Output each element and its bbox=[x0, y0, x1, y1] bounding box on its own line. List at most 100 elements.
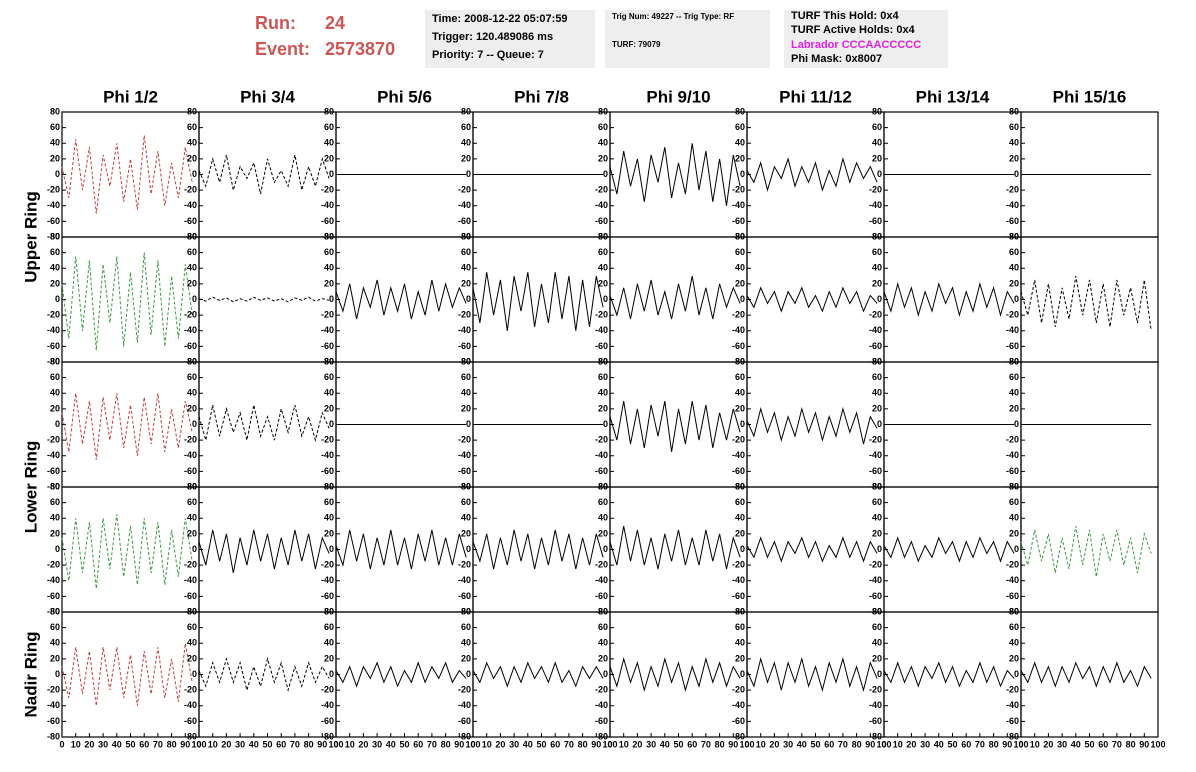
x-tick-label: 90 bbox=[180, 739, 190, 749]
y-tick-label: -40 bbox=[732, 325, 745, 335]
y-tick-label: 0 bbox=[603, 419, 608, 429]
y-tick-label: -60 bbox=[595, 466, 608, 476]
y-tick-label: 60 bbox=[735, 122, 745, 132]
panel-frame bbox=[198, 236, 337, 363]
y-tick-label: -40 bbox=[184, 450, 197, 460]
y-tick-label: -40 bbox=[732, 450, 745, 460]
y-tick-label: -60 bbox=[869, 466, 882, 476]
y-tick-label: -20 bbox=[595, 685, 608, 695]
y-tick-label: -40 bbox=[1006, 575, 1019, 585]
y-tick-label: 0 bbox=[55, 419, 60, 429]
y-tick-label: 80 bbox=[187, 356, 197, 366]
y-tick-label: -60 bbox=[321, 466, 334, 476]
waveform bbox=[198, 154, 330, 195]
y-tick-label: 40 bbox=[461, 388, 471, 398]
y-tick-label: 20 bbox=[598, 278, 608, 288]
y-tick-label: 0 bbox=[740, 169, 745, 179]
y-tick-label: 80 bbox=[1009, 231, 1019, 241]
x-tick-label: 0 bbox=[333, 739, 338, 749]
y-tick-label: 40 bbox=[1009, 388, 1019, 398]
y-tick-label: -60 bbox=[732, 466, 745, 476]
x-tick-label: 50 bbox=[536, 739, 546, 749]
y-tick-label: -40 bbox=[595, 325, 608, 335]
y-tick-label: 60 bbox=[324, 247, 334, 257]
x-tick-label: 10 bbox=[208, 739, 218, 749]
x-tick-label: 40 bbox=[249, 739, 259, 749]
y-tick-label: 40 bbox=[735, 638, 745, 648]
panel-frame bbox=[746, 486, 885, 613]
x-tick-label: 100 bbox=[1013, 739, 1028, 749]
y-tick-label: 60 bbox=[1009, 497, 1019, 507]
y-tick-label: 40 bbox=[1009, 513, 1019, 523]
column-title: Phi 5/6 bbox=[377, 87, 432, 106]
y-tick-label: 0 bbox=[466, 294, 471, 304]
y-tick-label: 0 bbox=[877, 544, 882, 554]
y-tick-label: -40 bbox=[321, 325, 334, 335]
x-tick-label: 70 bbox=[153, 739, 163, 749]
y-tick-label: 40 bbox=[187, 263, 197, 273]
y-tick-label: 80 bbox=[461, 606, 471, 616]
y-tick-label: 80 bbox=[324, 481, 334, 491]
y-tick-label: 40 bbox=[461, 263, 471, 273]
y-tick-label: -20 bbox=[869, 685, 882, 695]
y-tick-label: -80 bbox=[595, 606, 608, 616]
y-tick-label: -80 bbox=[732, 356, 745, 366]
x-tick-label: 90 bbox=[728, 739, 738, 749]
waveform bbox=[609, 401, 741, 452]
waveform bbox=[472, 272, 604, 331]
x-tick-label: 80 bbox=[304, 739, 314, 749]
y-tick-label: 20 bbox=[461, 278, 471, 288]
y-tick-label: -80 bbox=[869, 356, 882, 366]
y-tick-label: -40 bbox=[1006, 325, 1019, 335]
y-tick-label: 0 bbox=[1014, 544, 1019, 554]
y-tick-label: 60 bbox=[187, 497, 197, 507]
y-tick-label: 40 bbox=[187, 388, 197, 398]
y-tick-label: 40 bbox=[50, 638, 60, 648]
panel-frame bbox=[609, 111, 748, 238]
x-tick-label: 60 bbox=[276, 739, 286, 749]
y-tick-label: 40 bbox=[187, 638, 197, 648]
y-tick-label: 40 bbox=[324, 388, 334, 398]
y-tick-label: -80 bbox=[321, 481, 334, 491]
y-tick-label: 60 bbox=[735, 497, 745, 507]
x-tick-label: 100 bbox=[876, 739, 891, 749]
y-tick-label: -20 bbox=[869, 185, 882, 195]
x-tick-label: 60 bbox=[1098, 739, 1108, 749]
y-tick-label: -60 bbox=[47, 341, 60, 351]
x-tick-label: 70 bbox=[427, 739, 437, 749]
x-tick-label: 30 bbox=[920, 739, 930, 749]
y-tick-label: 20 bbox=[50, 153, 60, 163]
y-tick-label: 80 bbox=[50, 481, 60, 491]
panel-frame bbox=[609, 236, 748, 363]
waveform bbox=[1020, 276, 1152, 331]
x-tick-label: 10 bbox=[619, 739, 629, 749]
x-tick-label: 50 bbox=[399, 739, 409, 749]
waveform bbox=[61, 514, 193, 589]
y-tick-label: -80 bbox=[47, 606, 60, 616]
y-tick-label: -80 bbox=[1006, 731, 1019, 741]
waveform bbox=[335, 661, 467, 688]
x-tick-label: 40 bbox=[112, 739, 122, 749]
y-tick-label: -80 bbox=[732, 481, 745, 491]
y-tick-label: -80 bbox=[184, 731, 197, 741]
x-tick-label: 70 bbox=[838, 739, 848, 749]
y-tick-label: -20 bbox=[321, 560, 334, 570]
panel-frame bbox=[883, 236, 1022, 363]
y-tick-label: 40 bbox=[1009, 138, 1019, 148]
waveform bbox=[746, 157, 878, 193]
y-tick-label: -80 bbox=[184, 231, 197, 241]
y-tick-label: -40 bbox=[869, 575, 882, 585]
x-tick-label: 80 bbox=[715, 739, 725, 749]
x-tick-label: 90 bbox=[865, 739, 875, 749]
y-tick-label: 40 bbox=[598, 638, 608, 648]
panel-frame bbox=[335, 611, 474, 738]
y-tick-label: 0 bbox=[329, 544, 334, 554]
y-tick-label: 80 bbox=[461, 481, 471, 491]
turf: TURF: 79079 bbox=[612, 40, 661, 49]
x-tick-label: 30 bbox=[509, 739, 519, 749]
y-tick-label: -60 bbox=[595, 341, 608, 351]
y-tick-label: 40 bbox=[461, 513, 471, 523]
y-tick-label: 0 bbox=[55, 669, 60, 679]
column-title: Phi 15/16 bbox=[1053, 87, 1127, 106]
